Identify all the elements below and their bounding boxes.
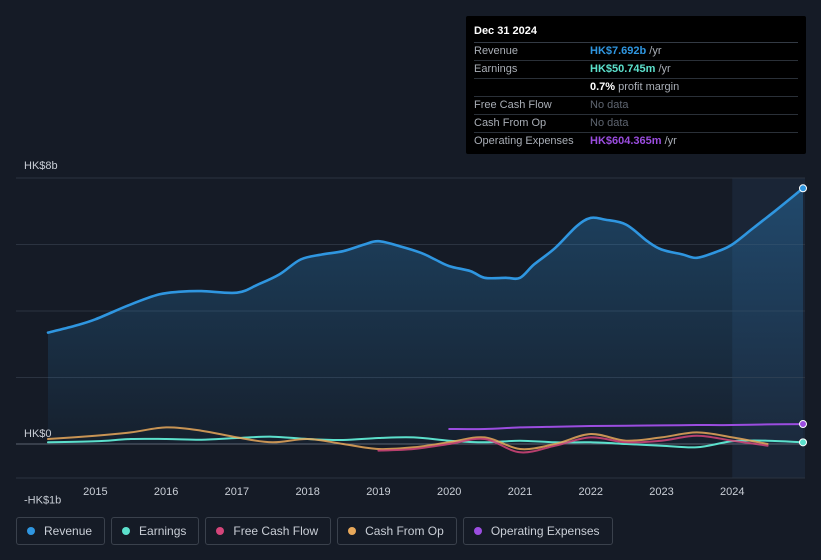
- tooltip-value: 0.7%: [590, 81, 616, 93]
- tooltip-value: No data: [590, 99, 629, 111]
- y-tick-label: HK$8b: [24, 160, 58, 172]
- x-tick-label: 2023: [649, 486, 673, 498]
- earnings-end-marker: [799, 438, 807, 447]
- legend-item-free-cash-flow[interactable]: Free Cash Flow: [205, 517, 332, 545]
- tooltip-label: Cash From Op: [474, 117, 547, 129]
- revenue-end-marker: [799, 184, 807, 193]
- legend-item-cash-from-op[interactable]: Cash From Op: [337, 517, 457, 545]
- revenue-dot-icon: [27, 527, 35, 535]
- operating-expenses-end-marker: [799, 420, 807, 429]
- revenue-area: [48, 188, 803, 444]
- tooltip-label: [474, 79, 590, 96]
- tooltip-unit: /yr: [664, 135, 677, 147]
- operating-expenses-dot-icon: [473, 527, 482, 535]
- legend-item-earnings[interactable]: Earnings: [111, 517, 200, 545]
- tooltip-value: HK$604.365m: [590, 135, 662, 147]
- x-tick-label: 2019: [366, 486, 390, 498]
- cash-from-op-line: [47, 426, 769, 451]
- legend-label: Free Cash Flow: [233, 524, 319, 538]
- tooltip-row-operating-expenses: Operating Expenses HK$604.365m /yr: [474, 133, 798, 150]
- financial-chart: HK$8b HK$0 -HK$1b 2015 2016 2017 2018 2019 2020…: [16, 160, 807, 506]
- y-tick-label: HK$0: [24, 428, 52, 440]
- earnings-line: [47, 435, 804, 449]
- revenue-line: [46, 187, 805, 334]
- tooltip-label: Operating Expenses: [474, 135, 574, 147]
- x-tick-label: 2016: [154, 486, 178, 498]
- tooltip-panel: Dec 31 2024 Revenue HK$7.692b /yr Earnin…: [466, 16, 806, 154]
- tooltip-label: Free Cash Flow: [474, 99, 552, 111]
- tooltip-value: HK$50.745m: [590, 63, 656, 75]
- chart-legend: Revenue Earnings Free Cash Flow Cash Fro…: [16, 517, 613, 545]
- tooltip-value: No data: [590, 117, 629, 129]
- tooltip-row-revenue: Revenue HK$7.692b /yr: [474, 43, 798, 61]
- x-tick-label: 2021: [508, 486, 532, 498]
- operating-expenses-line: [448, 423, 804, 431]
- x-tick-label: 2015: [83, 486, 107, 498]
- legend-item-operating-expenses[interactable]: Operating Expenses: [462, 517, 613, 545]
- tooltip-date: Dec 31 2024: [474, 24, 798, 43]
- y-tick-label: -HK$1b: [24, 494, 61, 506]
- x-tick-label: 2022: [578, 486, 602, 498]
- tooltip-row-cash-from-op: Cash From Op No data: [474, 115, 798, 133]
- legend-label: Earnings: [139, 524, 187, 538]
- free-cash-flow-line: [377, 434, 769, 454]
- tooltip-label: Earnings: [474, 63, 518, 75]
- x-tick-label: 2018: [295, 486, 319, 498]
- tooltip-unit: /yr: [649, 45, 662, 57]
- legend-item-revenue[interactable]: Revenue: [16, 517, 106, 545]
- tooltip-unit: profit margin: [618, 81, 680, 93]
- x-tick-label: 2017: [225, 486, 249, 498]
- tooltip-row-free-cash-flow: Free Cash Flow No data: [474, 97, 798, 115]
- tooltip-row-profit-margin: 0.7% profit margin: [474, 79, 798, 97]
- earnings-dot-icon: [122, 527, 131, 535]
- tooltip-unit: /yr: [658, 63, 671, 75]
- tooltip-label: Revenue: [474, 45, 519, 57]
- cash-from-op-dot-icon: [348, 527, 357, 535]
- tooltip-value: HK$7.692b: [590, 45, 647, 57]
- free-cash-flow-dot-icon: [216, 527, 225, 535]
- x-tick-label: 2024: [720, 486, 744, 498]
- legend-label: Revenue: [44, 524, 93, 538]
- legend-label: Cash From Op: [365, 524, 444, 538]
- tooltip-row-earnings: Earnings HK$50.745m /yr: [474, 61, 798, 79]
- legend-label: Operating Expenses: [490, 524, 600, 538]
- x-tick-label: 2020: [437, 486, 461, 498]
